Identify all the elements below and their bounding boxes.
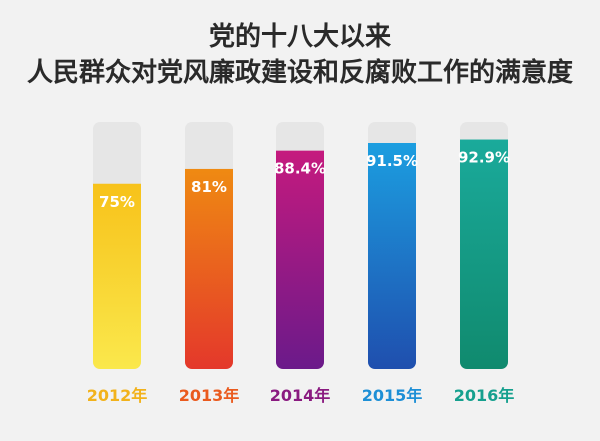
chart-title: 党的十八大以来 <box>208 22 391 52</box>
bar-0 <box>93 183 141 369</box>
bar-2 <box>276 150 324 369</box>
value-label-2: 88.4% <box>274 160 326 178</box>
bar-3 <box>368 142 416 369</box>
category-label-1: 2013年 <box>179 386 240 405</box>
category-label-0: 2012年 <box>87 386 148 405</box>
value-label-4: 92.9% <box>458 149 510 167</box>
chart-subtitle: 人民群众对党风廉政建设和反腐败工作的满意度 <box>26 58 573 88</box>
bar-4 <box>460 139 508 369</box>
bar-1 <box>185 168 233 369</box>
category-label-4: 2016年 <box>454 386 515 405</box>
value-label-3: 91.5% <box>366 152 418 170</box>
value-label-1: 81% <box>191 178 227 196</box>
category-label-3: 2015年 <box>362 386 423 405</box>
category-label-2: 2014年 <box>270 386 331 405</box>
value-label-0: 75% <box>99 193 135 211</box>
